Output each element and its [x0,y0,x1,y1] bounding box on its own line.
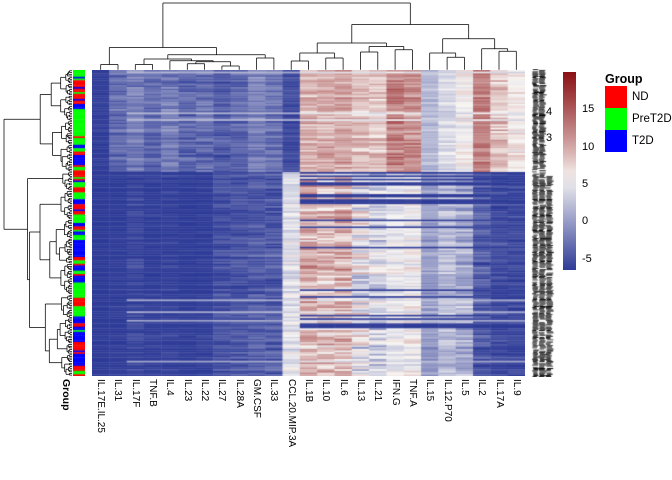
column-label: IL.31 [112,379,124,402]
column-label: CCL.20.MIP.3A [285,379,297,448]
legend-swatch-t2d [605,130,627,152]
column-dendrogram [100,2,517,70]
column-label: IL.27 [216,379,228,402]
colorbar-tick-label: 0 [582,215,589,228]
row-dendrogram [3,70,72,376]
column-label: IL.22 [199,379,211,402]
row-annotation-title: Group [60,379,72,411]
column-label: IL.17F [129,379,141,408]
column-label: GM.CSF [251,379,263,418]
column-label: TNF.A [406,379,418,407]
colorbar [563,72,576,270]
column-label: IL.17E.IL.25 [95,379,107,433]
legend-label: PreT2D [632,113,672,125]
column-label: IL.12.P70 [441,379,453,422]
column-label: IL.5 [458,379,470,396]
column-label: IL.21 [372,379,384,402]
column-label: IL.6 [337,379,349,396]
heatmap-body [92,70,525,376]
legend-swatch-pret2d [605,108,627,130]
row-annotation-strip [73,70,85,376]
legend-title: Group [605,72,643,86]
column-label: IL.28A [233,379,245,408]
column-label: IL.10 [320,379,332,402]
column-label: IL.1B [303,379,314,403]
column-label: IL.17A [493,379,505,408]
column-label: TNF.B [147,379,159,407]
row-labels-smudge [531,69,558,377]
row-label-digit: 4 [546,106,553,118]
column-label: IL.23 [181,379,193,402]
column-label: IL.15 [424,379,436,402]
legend-label: ND [632,91,649,103]
colorbar-tick-label: 10 [582,140,595,153]
column-label: IL.2 [476,379,488,396]
column-label: IL.4 [164,379,176,396]
row-label-digit: 3 [546,132,553,144]
column-label: IFN.G [389,379,401,406]
legend-label: T2D [632,135,654,147]
colorbar-tick-label: -5 [582,252,592,265]
column-label: IL.13 [354,379,366,402]
colorbar-tick-label: 5 [582,178,589,191]
colorbar-tick-label: 15 [582,103,595,116]
column-label: IL.9 [510,379,522,396]
legend-swatch-nd [605,86,627,108]
column-label: IL.33 [268,379,280,402]
